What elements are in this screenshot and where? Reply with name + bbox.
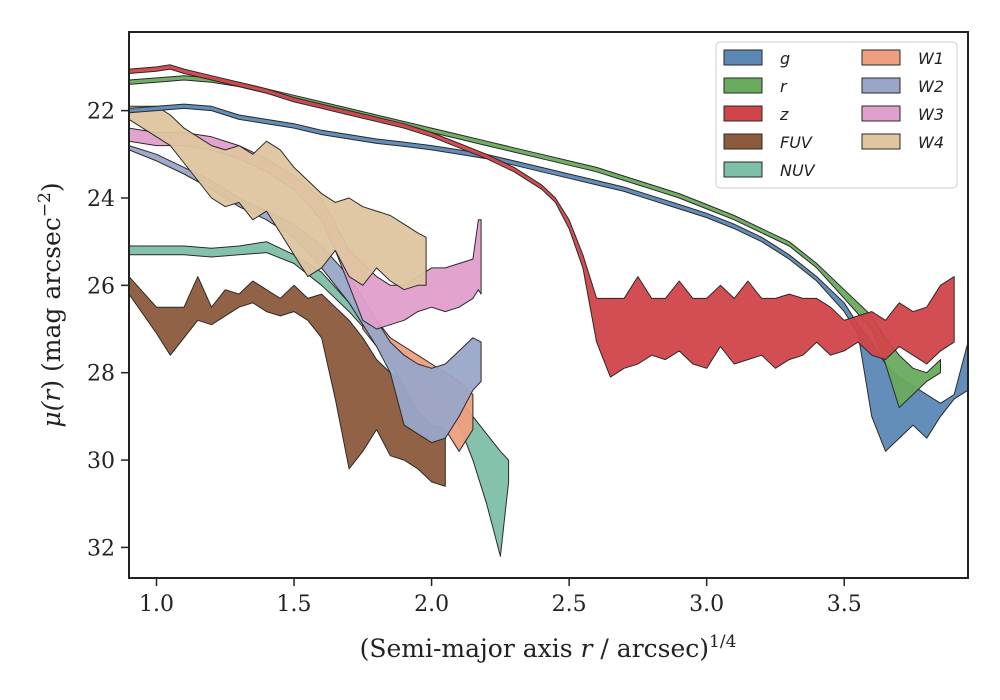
y-tick-label: 26	[87, 274, 115, 299]
y-tick-label: 32	[87, 536, 115, 561]
band-z	[128, 64, 955, 378]
legend-label-w2: W2	[918, 77, 944, 96]
legend-items: grz FUV NUV W1 W2 W3 W4	[723, 49, 944, 180]
legend-label-fuv: FUV	[780, 133, 813, 152]
x-tick-label: 3.5	[827, 592, 862, 617]
legend-swatch-g	[723, 49, 763, 66]
y-axis-label: μ(r) (mag arcsec−2)	[35, 182, 66, 427]
legend-swatch-w4	[861, 133, 901, 150]
legend: grz FUV NUV W1 W2 W3 W4	[715, 41, 958, 189]
y-tick-label: 28	[87, 362, 115, 387]
series-layer	[128, 64, 969, 557]
legend-swatch-w1	[861, 49, 901, 66]
legend-swatch-nuv	[723, 161, 763, 178]
legend-label-nuv: NUV	[780, 161, 816, 180]
ticks-layer: 1.0 1.5 2.0 2.5 3.0 3.5 22 24 26 28 30 32	[87, 100, 862, 617]
x-tick-label: 1.0	[139, 592, 174, 617]
band-w4	[128, 105, 427, 291]
legend-swatch-w3	[861, 105, 901, 122]
y-tick-label: 22	[87, 100, 115, 125]
legend-label-w1: W1	[918, 49, 944, 68]
plot-frame	[128, 31, 969, 579]
band-fuv	[128, 276, 446, 487]
x-axis-label: (Semi-major axis r / arcsec)1/4	[360, 632, 737, 663]
x-tick-label: 2.5	[552, 592, 587, 617]
x-tick-label: 1.5	[277, 592, 312, 617]
legend-swatch-z	[723, 105, 763, 122]
legend-swatch-r	[723, 77, 763, 94]
x-tick-label: 3.0	[689, 592, 724, 617]
legend-label-w3: W3	[918, 105, 944, 124]
legend-label-w4: W4	[918, 133, 944, 152]
legend-label-z: z	[779, 105, 789, 124]
legend-label-r: r	[780, 77, 788, 96]
y-tick-label: 24	[87, 187, 115, 212]
legend-swatch-w2	[861, 77, 901, 94]
legend-label-g: g	[780, 49, 790, 68]
y-tick-label: 30	[87, 449, 115, 474]
legend-swatch-fuv	[723, 133, 763, 150]
x-tick-label: 2.0	[414, 592, 449, 617]
